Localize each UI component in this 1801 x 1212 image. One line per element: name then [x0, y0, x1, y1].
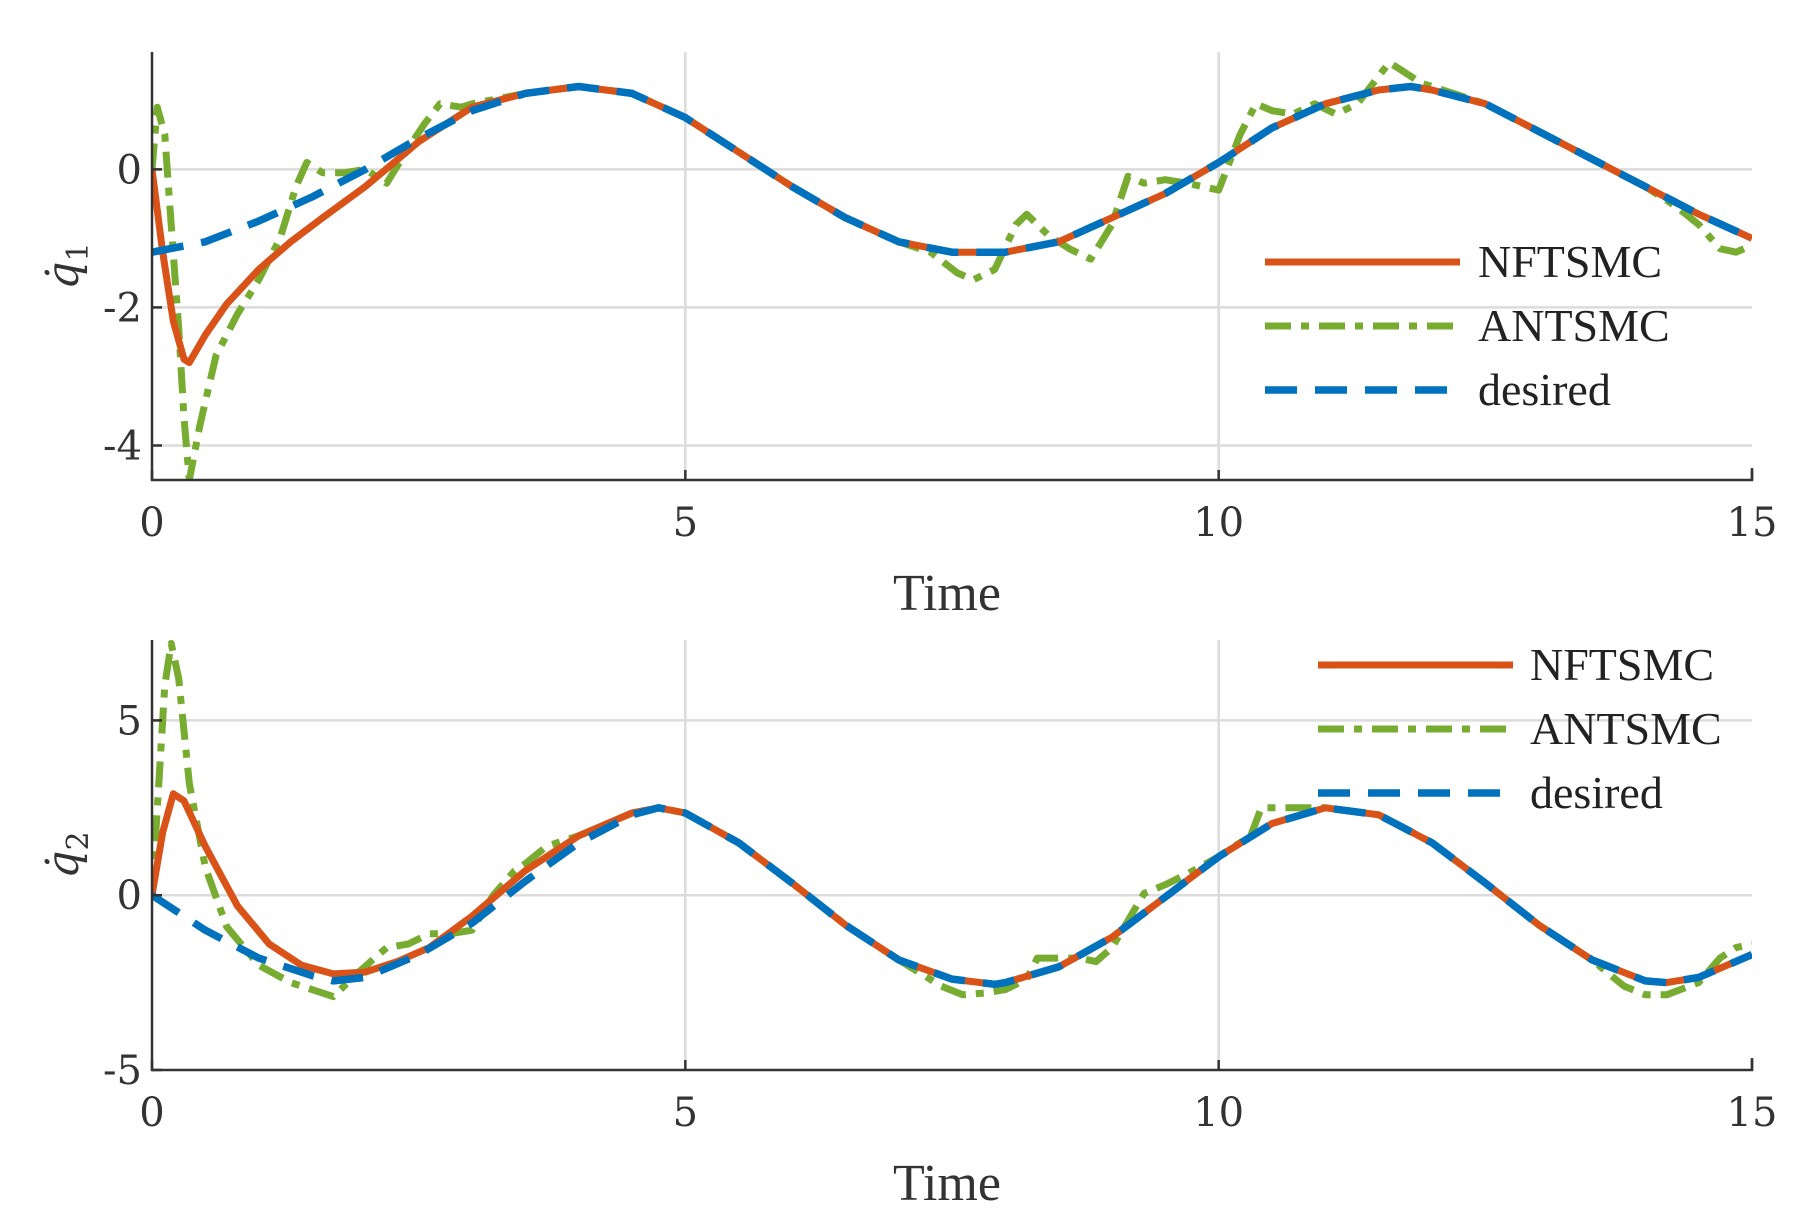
y-axis-label: q̇2 [38, 831, 96, 878]
legend-label-antsmc: ANTSMC [1530, 703, 1722, 754]
x-tick-label: 10 [1193, 1090, 1244, 1136]
y-tick-label: -5 [103, 1048, 142, 1094]
legend-label-antsmc: ANTSMC [1478, 300, 1670, 351]
x-tick-label: 10 [1193, 500, 1244, 546]
x-axis-label: Time [893, 565, 1001, 622]
series-line-antsmc [152, 640, 1752, 1001]
y-tick-label: 5 [117, 698, 142, 744]
x-tick-label: 15 [1727, 1090, 1778, 1136]
y-tick-label: -2 [103, 285, 142, 331]
series-line-nftsmc [152, 790, 1752, 988]
x-tick-label: 0 [139, 1090, 164, 1136]
legend: NFTSMC ANTSMC desired [1318, 639, 1722, 818]
series-line-antsmc [152, 58, 1752, 480]
legend: NFTSMC ANTSMC desired [1265, 236, 1670, 415]
y-tick-label: 0 [117, 147, 142, 193]
y-tick-label: 0 [117, 873, 142, 919]
y-axis-label: q̇1 [38, 242, 96, 289]
x-axis-label: Time [893, 1155, 1001, 1212]
x-tick-label: 0 [139, 500, 164, 546]
legend-label-desired: desired [1530, 767, 1663, 818]
series-line-desired [152, 82, 1752, 256]
x-tick-label: 5 [673, 1090, 698, 1136]
x-tick-label: 15 [1727, 500, 1778, 546]
legend-label-nftsmc: NFTSMC [1530, 639, 1714, 690]
legend-label-nftsmc: NFTSMC [1478, 236, 1662, 287]
legend-label-desired: desired [1478, 364, 1611, 415]
series-line-desired [152, 804, 1752, 989]
x-tick-label: 5 [673, 500, 698, 546]
top-subplot-q1: 0 5 10 15 -4 -2 0 Time q̇1 NFTSMC ANTSMC desired [38, 52, 1777, 622]
axes-frame [150, 640, 1754, 1072]
y-tick-label: -4 [103, 423, 142, 469]
